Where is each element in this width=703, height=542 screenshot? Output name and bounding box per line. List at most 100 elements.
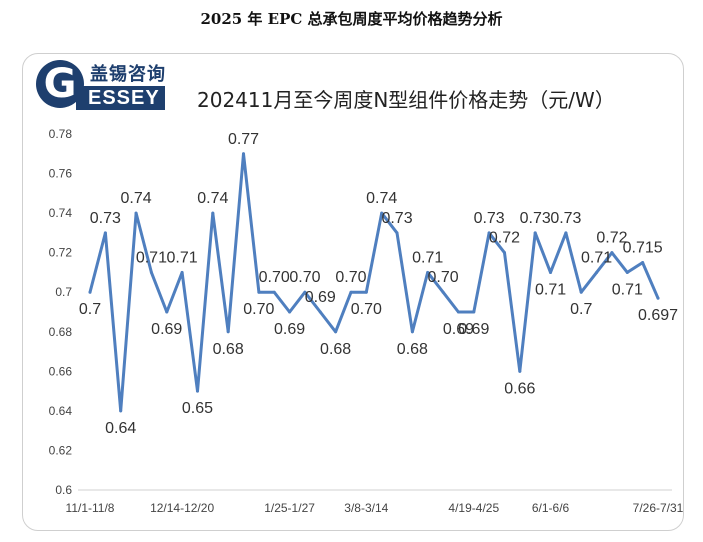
data-label: 0.71 [167, 249, 198, 266]
data-point [119, 409, 123, 413]
y-tick-label: 0.6 [55, 483, 72, 497]
data-label: 0.69 [274, 321, 305, 338]
data-point [549, 270, 553, 274]
data-point [242, 152, 246, 156]
x-tick-label: 1/25-1/27 [264, 501, 315, 515]
data-label: 0.69 [305, 289, 336, 306]
data-point [103, 231, 107, 235]
data-label: 0.72 [596, 230, 627, 247]
data-label: 0.73 [550, 210, 581, 227]
data-point [456, 310, 460, 314]
y-tick-label: 0.64 [49, 404, 73, 418]
data-label: 0.68 [397, 341, 428, 358]
y-tick-label: 0.76 [49, 167, 73, 181]
data-label: 0.70 [289, 269, 320, 286]
y-tick-label: 0.7 [55, 285, 72, 299]
data-point [180, 270, 184, 274]
data-point [165, 310, 169, 314]
data-point [334, 330, 338, 334]
data-label: 0.715 [623, 240, 663, 257]
data-point [149, 270, 153, 274]
data-label: 0.70 [243, 301, 274, 318]
data-label: 0.70 [351, 301, 382, 318]
data-label: 0.74 [197, 190, 228, 207]
data-point [288, 310, 292, 314]
data-label: 0.71 [412, 249, 443, 266]
data-point [410, 330, 414, 334]
data-point [641, 261, 645, 265]
y-tick-label: 0.62 [49, 443, 73, 457]
data-label: 0.68 [320, 341, 351, 358]
x-tick-label: 12/14-12/20 [150, 501, 214, 515]
data-label: 0.73 [381, 210, 412, 227]
data-point [487, 231, 491, 235]
data-label: 0.66 [504, 380, 535, 397]
data-label: 0.71 [581, 249, 612, 266]
data-label: 0.69 [458, 321, 489, 338]
data-label: 0.69 [151, 321, 182, 338]
chart-title: 202411月至今周度N型组件价格走势（元/W） [197, 88, 615, 112]
data-point [272, 290, 276, 294]
data-point [303, 290, 307, 294]
data-point [564, 231, 568, 235]
x-tick-label: 7/26-7/31 [633, 501, 684, 515]
data-label: 0.74 [366, 190, 397, 207]
data-point [625, 270, 629, 274]
data-label: 0.68 [213, 341, 244, 358]
data-point [610, 251, 614, 255]
data-label: 0.70 [259, 269, 290, 286]
series-line [88, 152, 660, 413]
data-point [441, 290, 445, 294]
gessey-logo: G 盖锡咨询 ESSEY [36, 60, 186, 112]
data-point [656, 296, 660, 300]
y-tick-label: 0.66 [49, 364, 73, 378]
data-label: 0.69 [443, 321, 474, 338]
data-point [380, 211, 384, 215]
data-label: 0.7 [570, 301, 592, 318]
data-point [533, 231, 537, 235]
x-tick-label: 6/1-6/6 [532, 501, 570, 515]
y-tick-label: 0.68 [49, 325, 73, 339]
page-title: 2025 年 EPC 总承包周度平均价格趋势分析 [200, 10, 503, 28]
logo-english-name: ESSEY [76, 86, 165, 110]
data-point [211, 211, 215, 215]
data-point [226, 330, 230, 334]
data-point [595, 270, 599, 274]
data-label: 0.70 [335, 269, 366, 286]
data-point [395, 231, 399, 235]
data-point [364, 290, 368, 294]
data-point [318, 310, 322, 314]
x-tick-label: 3/8-3/14 [344, 501, 388, 515]
data-point [88, 290, 92, 294]
data-label: 0.71 [136, 249, 167, 266]
data-label: 0.71 [535, 281, 566, 298]
data-label: 0.74 [120, 190, 151, 207]
data-label: 0.73 [520, 210, 551, 227]
data-label: 0.71 [612, 281, 643, 298]
y-tick-label: 0.78 [49, 127, 73, 141]
data-point [426, 270, 430, 274]
data-label: 0.70 [428, 269, 459, 286]
logo-chinese-name: 盖锡咨询 [90, 64, 166, 85]
data-point [472, 310, 476, 314]
x-tick-label: 4/19-4/25 [448, 501, 499, 515]
data-label: 0.64 [105, 420, 136, 437]
data-label: 0.73 [474, 210, 505, 227]
y-tick-label: 0.72 [49, 246, 73, 260]
data-point [502, 251, 506, 255]
data-label: 0.697 [638, 307, 678, 324]
data-point [579, 290, 583, 294]
y-tick-label: 0.74 [49, 206, 73, 220]
data-point [195, 389, 199, 393]
x-tick-label: 11/1-11/8 [66, 501, 115, 515]
data-label: 0.65 [182, 400, 213, 417]
data-label: 0.73 [90, 210, 121, 227]
data-point [134, 211, 138, 215]
data-point [257, 290, 261, 294]
data-label: 0.77 [228, 131, 259, 148]
data-point [349, 290, 353, 294]
data-label: 0.7 [79, 301, 101, 318]
data-label: 0.72 [489, 230, 520, 247]
data-point [518, 369, 522, 373]
